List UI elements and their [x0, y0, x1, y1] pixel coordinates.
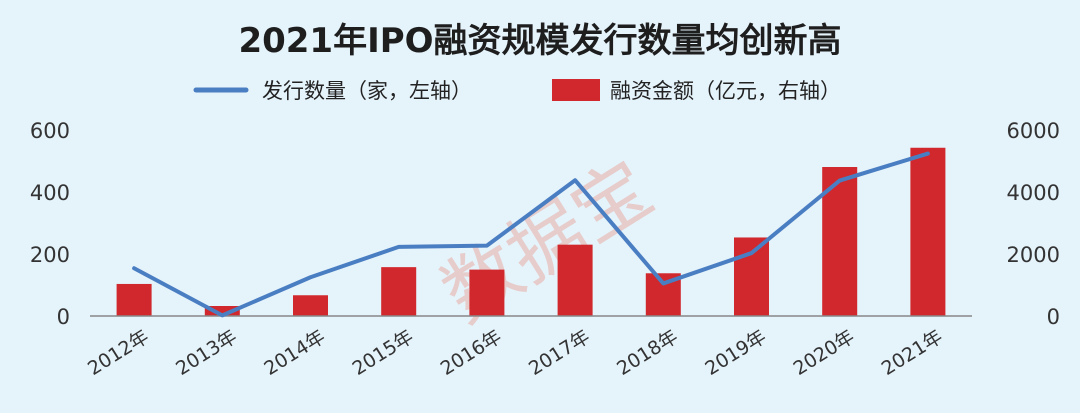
x-tick-label: 2015年	[349, 326, 418, 380]
right-tick-label: 0	[1047, 305, 1060, 329]
legend-bar-swatch	[552, 79, 600, 101]
legend-bar-label: 融资金额（亿元，右轴）	[610, 79, 841, 103]
x-tick-label: 2013年	[172, 326, 241, 380]
watermark: 数据宝	[427, 143, 668, 339]
left-tick-label: 600	[30, 119, 70, 143]
bar	[910, 147, 946, 316]
bar	[734, 237, 769, 316]
left-tick-label: 200	[30, 243, 70, 267]
bar	[381, 267, 417, 316]
x-tick-label: 2019年	[701, 326, 770, 380]
x-tick-label: 2018年	[613, 326, 682, 380]
x-tick-label: 2014年	[260, 326, 329, 380]
right-tick-label: 6000	[1007, 119, 1060, 143]
series-line	[132, 151, 930, 318]
line-series	[132, 151, 930, 318]
x-tick-label: 2017年	[525, 326, 594, 380]
x-tick-label: 2012年	[84, 326, 153, 380]
bar	[293, 295, 328, 316]
legend-line-label: 发行数量（家，左轴）	[262, 79, 472, 103]
right-tick-label: 2000	[1007, 243, 1060, 267]
bar	[204, 306, 240, 316]
x-tick-label: 2020年	[790, 326, 859, 380]
left-tick-label: 0	[57, 305, 70, 329]
left-tick-label: 400	[30, 181, 70, 205]
bar	[116, 283, 152, 316]
x-tick-label: 2021年	[878, 326, 947, 380]
right-axis: 0 2000 4000 6000	[1007, 119, 1060, 329]
legend: 发行数量（家，左轴） 融资金额（亿元，右轴）	[193, 79, 841, 103]
left-axis: 0 200 400 600	[30, 119, 70, 329]
bar	[557, 244, 593, 316]
bar-series	[116, 147, 946, 316]
right-tick-label: 4000	[1007, 181, 1060, 205]
chart-title: 2021年IPO融资规模发行数量均创新高	[238, 21, 841, 61]
x-axis: 2012年 2013年 2014年 2015年 2016年 2017年 2018年 2019年…	[84, 326, 947, 380]
bar	[469, 269, 505, 316]
